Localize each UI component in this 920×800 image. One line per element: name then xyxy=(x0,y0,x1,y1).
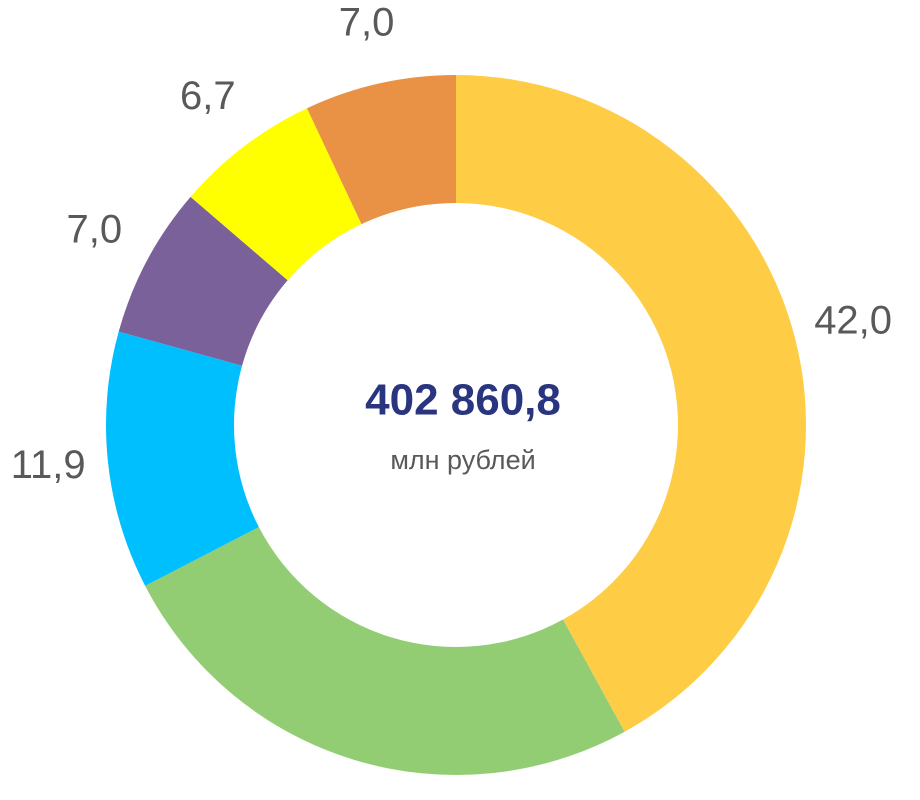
donut-segment xyxy=(456,75,806,732)
data-label: 7,0 xyxy=(66,208,122,252)
donut-segment xyxy=(105,331,259,586)
donut-segment xyxy=(145,527,625,775)
data-label: 42,0 xyxy=(814,299,892,343)
donut-segment xyxy=(118,196,288,366)
donut-segment xyxy=(306,75,456,225)
center-value: 402 860,8 xyxy=(365,376,561,425)
data-label: 25,4 xyxy=(298,793,376,800)
data-label: 6,7 xyxy=(180,74,236,118)
data-label: 7,0 xyxy=(339,0,395,44)
center-unit: млн рублей xyxy=(390,445,535,475)
donut-segment xyxy=(190,108,362,281)
data-label: 11,9 xyxy=(11,443,86,487)
